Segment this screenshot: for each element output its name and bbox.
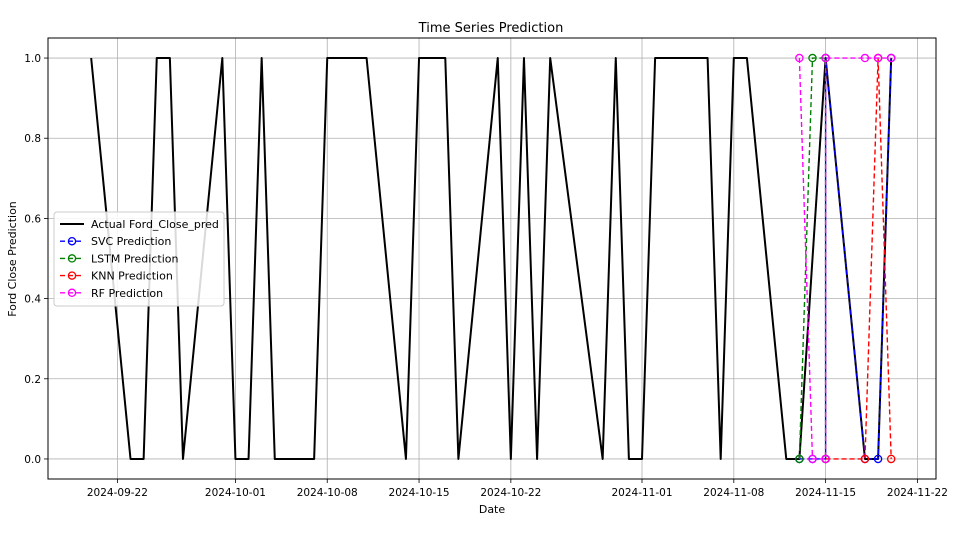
data-point-rf-prediction (795, 53, 804, 63)
plot-frame (47, 37, 937, 480)
y-tick-label: 1.0 (24, 53, 41, 65)
data-point-rf-prediction (808, 454, 817, 464)
chart-title: Time Series Prediction (418, 21, 564, 36)
x-axis-label: Date (479, 503, 506, 516)
axis-ticks: 2024-09-22 2024-10-01 2024-10-08 2024-10-15… (24, 53, 948, 499)
data-point-lstm-prediction (795, 454, 804, 464)
x-tick-label: 2024-11-15 (795, 487, 856, 499)
data-point-rf-prediction (873, 53, 883, 63)
y-tick-label: 0.0 (24, 454, 41, 466)
y-tick-label: 0.2 (24, 374, 41, 386)
plot-series (90, 53, 896, 464)
y-tick-label: 0.8 (24, 133, 41, 145)
legend: Actual Ford_Close_pred SVC Prediction LSTM… (53, 211, 225, 307)
series-line-rf-prediction (798, 57, 892, 460)
series-rf-prediction (795, 53, 896, 464)
y-axis-label: Ford Close Prediction (6, 201, 19, 317)
x-tick-label: 2024-11-22 (887, 487, 948, 499)
data-point-lstm-prediction (808, 53, 817, 63)
y-tick-label: 0.6 (24, 213, 41, 225)
series-actual-ford-close-pred (90, 57, 893, 460)
data-point-rf-prediction (886, 53, 896, 63)
data-point-svc-prediction (873, 454, 883, 464)
x-tick-label: 2024-10-15 (389, 487, 450, 499)
x-tick-label: 2024-11-08 (703, 487, 764, 499)
legend-label: KNN Prediction (91, 270, 173, 283)
legend-marker (67, 271, 77, 280)
x-tick-label: 2024-11-01 (611, 487, 672, 499)
legend-label: SVC Prediction (91, 235, 171, 248)
data-point-knn-prediction (886, 454, 896, 464)
data-point-rf-prediction (821, 53, 830, 63)
x-tick-label: 2024-10-08 (297, 487, 358, 499)
y-tick-label: 0.4 (24, 294, 41, 306)
legend-box (53, 211, 225, 307)
legend-label: Actual Ford_Close_pred (91, 218, 219, 231)
x-tick-label: 2024-09-22 (87, 487, 148, 499)
legend-marker (67, 236, 77, 246)
series-line-actual-ford-close-pred (90, 57, 893, 460)
series-line-svc-prediction (799, 57, 892, 460)
legend-label: RF Prediction (91, 287, 163, 300)
x-tick-label: 2024-10-01 (205, 487, 266, 499)
data-point-knn-prediction (860, 454, 870, 464)
data-point-rf-prediction (860, 53, 870, 63)
legend-label: LSTM Prediction (91, 252, 178, 265)
legend-marker (67, 254, 77, 263)
data-point-rf-prediction (821, 454, 830, 464)
series-line-knn-prediction (825, 57, 892, 460)
legend-marker (67, 288, 77, 298)
x-tick-label: 2024-10-22 (480, 487, 541, 499)
